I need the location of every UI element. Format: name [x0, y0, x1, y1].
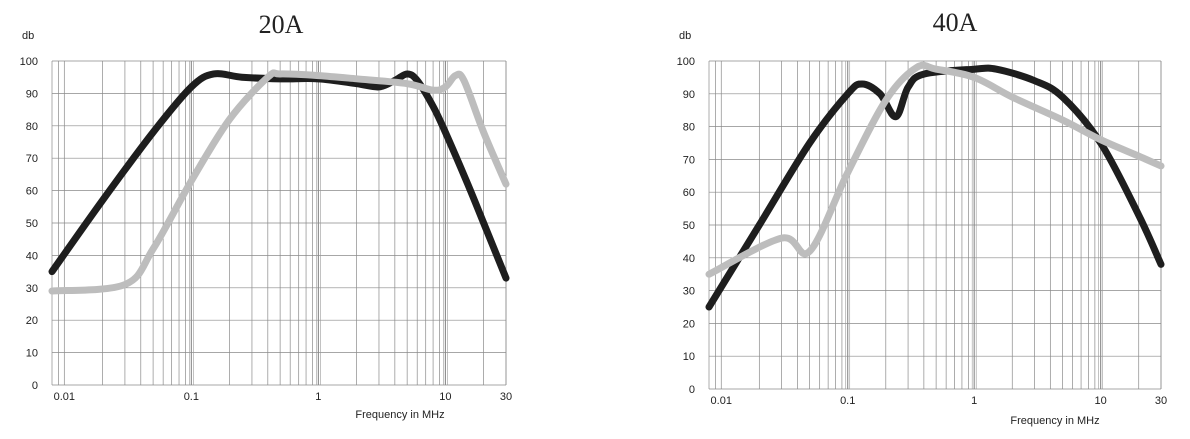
y-tick-label: 90: [683, 89, 695, 101]
y-tick-label: 0: [32, 380, 38, 392]
y-tick-label: 10: [26, 348, 38, 360]
y-tick-label: 80: [26, 121, 38, 133]
series-line-black: [48, 70, 510, 282]
y-tick-label: 0: [689, 384, 695, 396]
x-tick-label: 0.01: [54, 391, 75, 403]
y-tick-label: 50: [683, 220, 695, 232]
chart-title: 20A: [259, 10, 304, 39]
y-axis-label: db: [22, 30, 34, 42]
series-line-gray: [48, 69, 510, 295]
series-group: [705, 61, 1165, 311]
x-tick-label: 30: [1155, 395, 1167, 407]
y-tick-label: 40: [26, 250, 38, 262]
y-tick-label: 80: [683, 122, 695, 134]
y-tick-label: 70: [683, 154, 695, 166]
y-tick-label: 70: [26, 153, 38, 165]
x-tick-label: 1: [315, 391, 321, 403]
y-tick-labels: 0 10 20 30 40 50 60 70 80 90 100: [20, 56, 38, 392]
x-tick-label: 10: [1095, 395, 1107, 407]
chart-title: 40A: [933, 8, 978, 37]
x-tick-label: 30: [500, 391, 512, 403]
y-tick-label: 50: [26, 218, 38, 230]
y-tick-label: 90: [26, 88, 38, 100]
series-line-gray: [705, 61, 1165, 278]
x-tick-labels: 0.01 0.1 1 10 30: [54, 391, 513, 403]
x-tick-label: 0.1: [184, 391, 199, 403]
series-line-black: [705, 64, 1165, 311]
y-tick-label: 10: [683, 351, 695, 363]
x-axis-label: Frequency in MHz: [1010, 415, 1099, 427]
x-tick-label: 0.1: [840, 395, 855, 407]
grid: [51, 60, 507, 386]
y-axis-label: db: [679, 30, 691, 42]
x-tick-label: 10: [439, 391, 451, 403]
x-axis-label: Frequency in MHz: [355, 409, 444, 421]
y-tick-label: 30: [683, 286, 695, 298]
y-tick-label: 40: [683, 253, 695, 265]
chart-40a: 40A db Frequency in MHz 0 10 20 30 40 50 60 70 8…: [677, 8, 1167, 427]
x-tick-labels: 0.01 0.1 1 10 30: [711, 395, 1168, 407]
y-tick-label: 20: [26, 315, 38, 327]
y-tick-label: 100: [20, 56, 38, 68]
y-tick-label: 60: [683, 187, 695, 199]
y-tick-label: 100: [677, 56, 695, 68]
y-tick-label: 20: [683, 318, 695, 330]
grid: [708, 60, 1162, 390]
y-tick-label: 30: [26, 283, 38, 295]
y-tick-label: 60: [26, 186, 38, 198]
chart-20a: 20A db Frequency in MHz 0 10 20 30 40 50 60 70 8…: [20, 10, 512, 421]
series-group: [48, 69, 510, 295]
y-tick-labels: 0 10 20 30 40 50 60 70 80 90 100: [677, 56, 695, 396]
x-tick-label: 1: [971, 395, 977, 407]
x-tick-label: 0.01: [711, 395, 732, 407]
